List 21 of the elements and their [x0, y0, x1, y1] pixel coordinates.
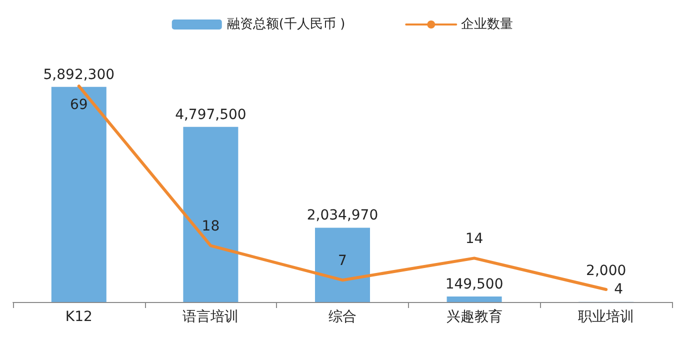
legend-label: 融资总额(千人民币 ): [226, 17, 346, 32]
data-label: 4,797,500: [175, 106, 246, 123]
x-tick-label: 语言培训: [182, 309, 239, 325]
data-label: 149,500: [445, 276, 504, 293]
bar: [51, 86, 106, 302]
x-tick-label: 综合: [328, 309, 356, 325]
data-label: 2,000: [586, 262, 626, 279]
bar: [315, 228, 370, 302]
bar: [183, 126, 238, 302]
data-label: 4: [614, 281, 624, 298]
x-tick-label: 职业培训: [578, 309, 634, 325]
bar: [446, 296, 502, 302]
data-label: 5,892,300: [43, 66, 115, 83]
x-tick-label: K12: [65, 309, 92, 325]
legend-label: 企业数量: [461, 17, 514, 32]
data-label: 18: [202, 218, 220, 235]
data-label: 7: [338, 253, 347, 270]
data-label: 14: [465, 231, 484, 248]
data-label: 2,034,970: [306, 208, 378, 224]
data-label: 69: [70, 97, 88, 114]
x-tick-label: 兴趣教育: [446, 308, 502, 325]
